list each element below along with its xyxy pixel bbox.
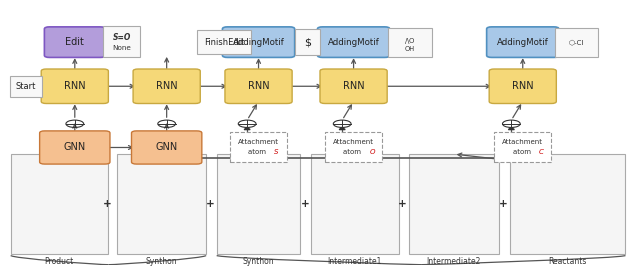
Text: +: + [206, 199, 215, 209]
Text: Attachment: Attachment [238, 139, 279, 145]
Text: Intermediate1: Intermediate1 [328, 257, 382, 266]
Text: Attachment: Attachment [502, 139, 543, 145]
Text: Start: Start [16, 82, 36, 91]
FancyBboxPatch shape [320, 69, 387, 103]
Bar [197, 30, 251, 54]
Text: FinishEdit: FinishEdit [204, 38, 244, 47]
Polygon shape [339, 127, 345, 130]
Polygon shape [508, 127, 515, 130]
Text: Intermediate2: Intermediate2 [426, 257, 481, 266]
FancyBboxPatch shape [133, 69, 200, 103]
Text: GNN: GNN [156, 143, 178, 152]
Text: RNN: RNN [156, 81, 177, 91]
Bar [117, 154, 206, 254]
Bar [10, 76, 42, 97]
FancyBboxPatch shape [44, 27, 105, 57]
Text: GNN: GNN [63, 143, 86, 152]
FancyBboxPatch shape [131, 131, 202, 164]
Text: AddingMotif: AddingMotif [328, 38, 380, 47]
Text: Reactants: Reactants [548, 257, 587, 266]
Text: C: C [539, 149, 543, 155]
Text: Product: Product [45, 257, 74, 266]
Text: Synthon: Synthon [146, 257, 177, 266]
Bar [388, 28, 431, 57]
Text: OH: OH [405, 46, 415, 52]
Bar [294, 29, 320, 55]
Text: Edit: Edit [65, 37, 84, 47]
Text: AddingMotif: AddingMotif [497, 38, 548, 47]
Bar [11, 154, 108, 254]
Bar [510, 154, 625, 254]
Text: +: + [103, 199, 111, 209]
FancyBboxPatch shape [41, 69, 108, 103]
Bar [217, 154, 300, 254]
Text: Attachment: Attachment [333, 139, 374, 145]
Text: /$\backslash$O: /$\backslash$O [404, 36, 416, 46]
FancyBboxPatch shape [225, 69, 292, 103]
Text: RNN: RNN [248, 81, 269, 91]
Text: +: + [499, 199, 508, 209]
Text: +: + [398, 199, 407, 209]
Bar [311, 154, 399, 254]
Text: Synthon: Synthon [243, 257, 275, 266]
Text: atom: atom [344, 149, 364, 155]
Text: atom: atom [513, 149, 533, 155]
FancyBboxPatch shape [486, 27, 559, 57]
Text: RNN: RNN [343, 81, 364, 91]
Text: None: None [112, 44, 131, 51]
Text: $: $ [304, 37, 311, 47]
Text: AddingMotif: AddingMotif [233, 38, 284, 47]
FancyBboxPatch shape [317, 27, 390, 57]
Text: S: S [275, 149, 279, 155]
Bar [230, 132, 287, 162]
Bar [103, 26, 140, 57]
Text: RNN: RNN [512, 81, 534, 91]
Text: +: + [300, 199, 309, 209]
Bar [555, 28, 598, 57]
Bar [325, 132, 382, 162]
Text: ⬡-Cl: ⬡-Cl [569, 39, 584, 45]
Text: atom: atom [248, 149, 269, 155]
Text: O: O [369, 149, 375, 155]
FancyBboxPatch shape [40, 131, 110, 164]
Bar [409, 154, 499, 254]
Bar [494, 132, 551, 162]
Text: RNN: RNN [64, 81, 86, 91]
FancyBboxPatch shape [489, 69, 556, 103]
Text: S=O: S=O [113, 33, 131, 42]
Polygon shape [244, 127, 250, 130]
FancyBboxPatch shape [223, 27, 294, 57]
